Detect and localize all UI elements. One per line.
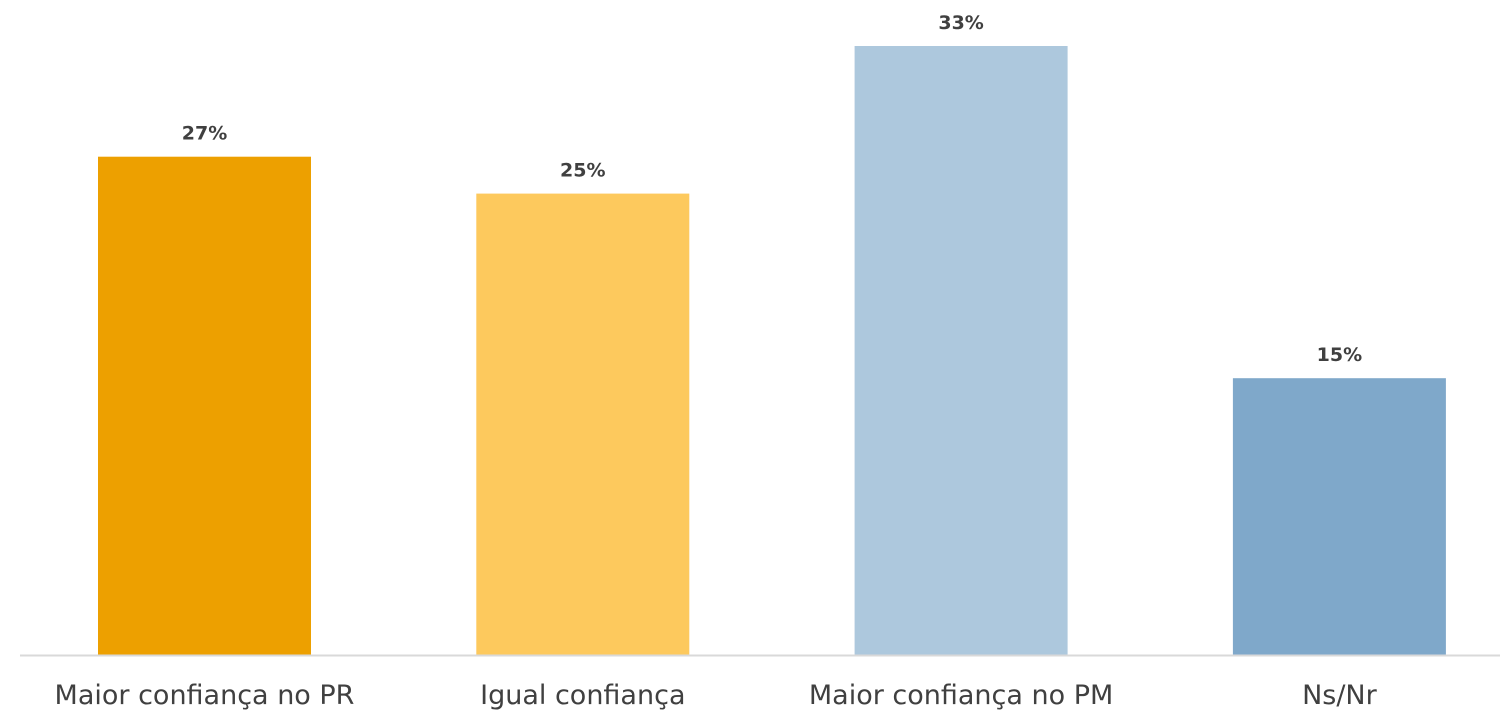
value-labels-layer: 27% 25% 33% 15% (182, 12, 1362, 366)
value-label-4: 15% (1317, 344, 1362, 366)
bar-4 (1232, 378, 1446, 655)
value-label-1: 27% (182, 123, 227, 145)
bar-2 (476, 193, 690, 655)
bar-3 (854, 46, 1068, 655)
category-label-1: Maior confiança no PR (55, 680, 355, 711)
bars-layer (98, 46, 1446, 655)
category-label-3: Maior confiança no PM (809, 680, 1113, 711)
bar-1 (98, 156, 311, 655)
value-label-2: 25% (560, 160, 605, 182)
category-label-4: Ns/Nr (1302, 680, 1378, 711)
category-labels-layer: Maior confiança no PR Igual confiança Maio… (55, 680, 1378, 711)
value-label-3: 33% (938, 12, 983, 34)
category-label-2: Igual confiança (480, 680, 685, 711)
